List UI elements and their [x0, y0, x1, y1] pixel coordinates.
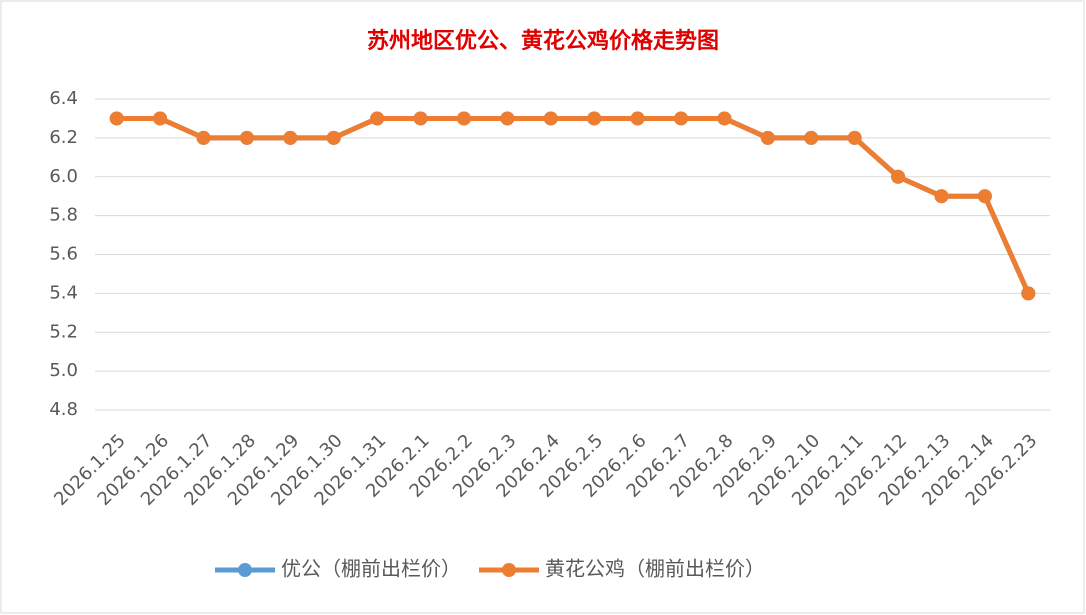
chart-title: 苏州地区优公、黄花公鸡价格走势图 [367, 28, 719, 54]
series-point [977, 189, 992, 204]
series-point [717, 111, 732, 126]
series-point [804, 130, 819, 145]
series-point [326, 130, 341, 145]
series-point [370, 111, 385, 126]
series-point [456, 111, 471, 126]
series-point [543, 111, 558, 126]
series-point [674, 111, 689, 126]
series-point [413, 111, 428, 126]
series-point [630, 111, 645, 126]
y-tick-label: 6.0 [49, 166, 78, 187]
y-tick-label: 5.8 [49, 205, 78, 226]
series-point [847, 130, 862, 145]
series-point [934, 189, 949, 204]
y-tick-label: 5.4 [49, 282, 78, 303]
series-point [587, 111, 602, 126]
y-tick-label: 5.2 [49, 321, 78, 342]
series-point [760, 130, 775, 145]
series-point [1021, 286, 1036, 301]
legend-marker [502, 563, 516, 577]
y-tick-label: 5.6 [49, 244, 78, 265]
y-tick-label: 4.8 [49, 399, 78, 420]
series-point [109, 111, 124, 126]
series-point [153, 111, 168, 126]
legend-label: 优公（棚前出栏价） [281, 557, 461, 581]
series-point [891, 169, 906, 184]
series-point [196, 130, 211, 145]
y-tick-label: 6.2 [49, 127, 78, 148]
series-point [239, 130, 254, 145]
legend-label: 黄花公鸡（棚前出栏价） [545, 557, 765, 581]
legend-marker [238, 563, 252, 577]
series-point [283, 130, 298, 145]
y-tick-label: 6.4 [49, 88, 78, 109]
series-point [500, 111, 515, 126]
series-line [116, 115, 1031, 295]
y-tick-label: 5.0 [49, 360, 78, 381]
